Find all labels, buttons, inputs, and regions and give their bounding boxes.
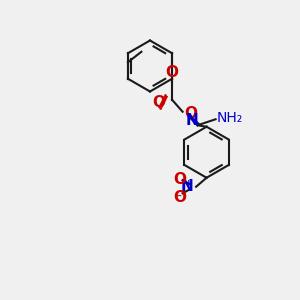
- Text: O: O: [184, 106, 197, 121]
- Text: N: N: [186, 113, 199, 128]
- Text: -: -: [176, 190, 181, 204]
- Text: +: +: [184, 179, 193, 189]
- Text: O: O: [166, 65, 178, 80]
- Text: NH₂: NH₂: [217, 111, 243, 125]
- Text: O: O: [173, 190, 186, 205]
- Text: N: N: [180, 179, 193, 194]
- Text: O: O: [173, 172, 186, 187]
- Text: O: O: [152, 95, 165, 110]
